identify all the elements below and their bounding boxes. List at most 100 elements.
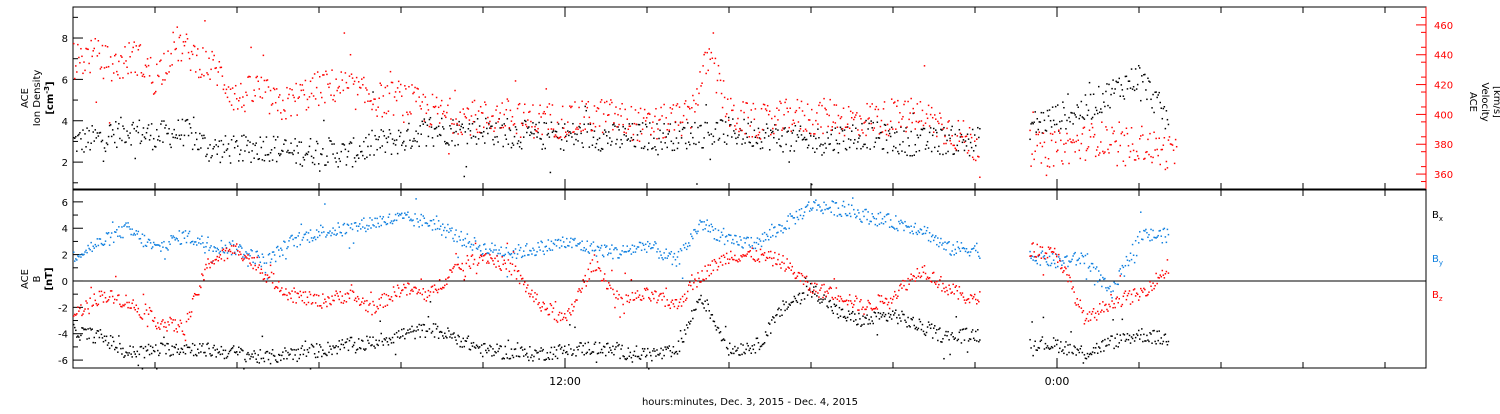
b-by-point (287, 246, 289, 248)
density-point (95, 129, 97, 131)
velocity-point (435, 106, 437, 108)
b-bz-point (261, 269, 263, 271)
velocity-point (150, 57, 152, 59)
velocity-point (659, 119, 661, 121)
velocity-point (566, 134, 568, 136)
velocity-point (102, 45, 104, 47)
b-bz-point (237, 250, 239, 252)
b-bx-point (668, 347, 670, 349)
b-by-point (704, 228, 706, 230)
density-point (583, 124, 585, 126)
velocity-point (742, 101, 744, 103)
b-bz-point (472, 254, 474, 256)
b-bz-point (794, 272, 796, 274)
b-bx-point (1044, 348, 1046, 350)
b-bz-point (271, 272, 273, 274)
density-point (511, 147, 513, 149)
velocity-point (210, 69, 212, 71)
velocity-point (581, 101, 583, 103)
density-point (363, 141, 365, 143)
density-point (243, 135, 245, 137)
velocity-point (149, 75, 151, 77)
b-by-point (277, 246, 279, 248)
velocity-point (379, 83, 381, 85)
b-by-point (128, 226, 130, 228)
velocity-point (374, 98, 376, 100)
b-by-point (602, 254, 604, 256)
b-by-point (942, 242, 944, 244)
density-point (888, 130, 890, 132)
b-bx-point (105, 340, 107, 342)
b-bz-point (374, 312, 376, 314)
density-point (598, 149, 600, 151)
b-bx-point (896, 317, 898, 319)
b-bx-point (242, 350, 244, 352)
b-bz-point (603, 278, 605, 280)
velocity-point (651, 127, 653, 129)
b-by-point (723, 228, 725, 230)
b-bx-point (403, 328, 405, 330)
top-left-ylabel-line2: Ion Density (32, 70, 43, 127)
b-bz-point (727, 258, 729, 260)
b-bz-point (73, 315, 75, 317)
density-point (645, 124, 647, 126)
b-bx-point (435, 323, 437, 325)
density-point (408, 123, 410, 125)
b-bx-point (343, 344, 345, 346)
density-point (586, 110, 588, 112)
b-by-point (929, 232, 931, 234)
density-point (887, 152, 889, 154)
b-by-point (297, 235, 299, 237)
density-point (326, 155, 328, 157)
b-bx-point (1032, 355, 1034, 357)
density-point (581, 142, 583, 144)
b-bz-point (918, 276, 920, 278)
density-point (210, 157, 212, 159)
density-point (641, 147, 643, 149)
b-bx-point (1165, 333, 1167, 335)
velocity-point (786, 108, 788, 110)
density-point (552, 132, 554, 134)
b-by-point (546, 246, 548, 248)
velocity-point (839, 133, 841, 135)
b-bx-point (381, 333, 383, 335)
b-bz-point (799, 272, 801, 274)
b-bx-point (619, 358, 621, 360)
b-by-point (231, 254, 233, 256)
velocity-point (695, 103, 697, 105)
b-bz-point (646, 287, 648, 289)
b-bz-point (560, 320, 562, 322)
b-bz-point (264, 278, 266, 280)
b-by-point (1166, 242, 1168, 244)
b-by-point (472, 249, 474, 251)
b-by-point (295, 237, 297, 239)
b-bz-point (182, 330, 184, 332)
b-by-point (921, 229, 923, 231)
velocity-point (908, 119, 910, 121)
b-bx-point (1136, 333, 1138, 335)
density-point (451, 140, 453, 142)
b-bx-point (239, 351, 241, 353)
velocity-point (88, 63, 90, 65)
b-by-point (574, 238, 576, 240)
b-by-point (715, 228, 717, 230)
velocity-point (302, 84, 304, 86)
b-bx-point (595, 342, 597, 344)
velocity-point (154, 92, 156, 94)
b-by-point (159, 245, 161, 247)
b-bx-point (191, 350, 193, 352)
density-point (78, 134, 80, 136)
b-by-point (112, 221, 114, 223)
b-by-point (1079, 258, 1081, 260)
density-point (907, 137, 909, 139)
density-point (219, 140, 221, 142)
b-bz-point (243, 258, 245, 260)
b-by-point (259, 257, 261, 259)
density-point (1090, 94, 1092, 96)
b-by-point (751, 237, 753, 239)
b-bz-point (807, 281, 809, 283)
b-by-point (895, 215, 897, 217)
velocity-point (569, 105, 571, 107)
density-point (454, 145, 456, 147)
b-by-point (130, 234, 132, 236)
